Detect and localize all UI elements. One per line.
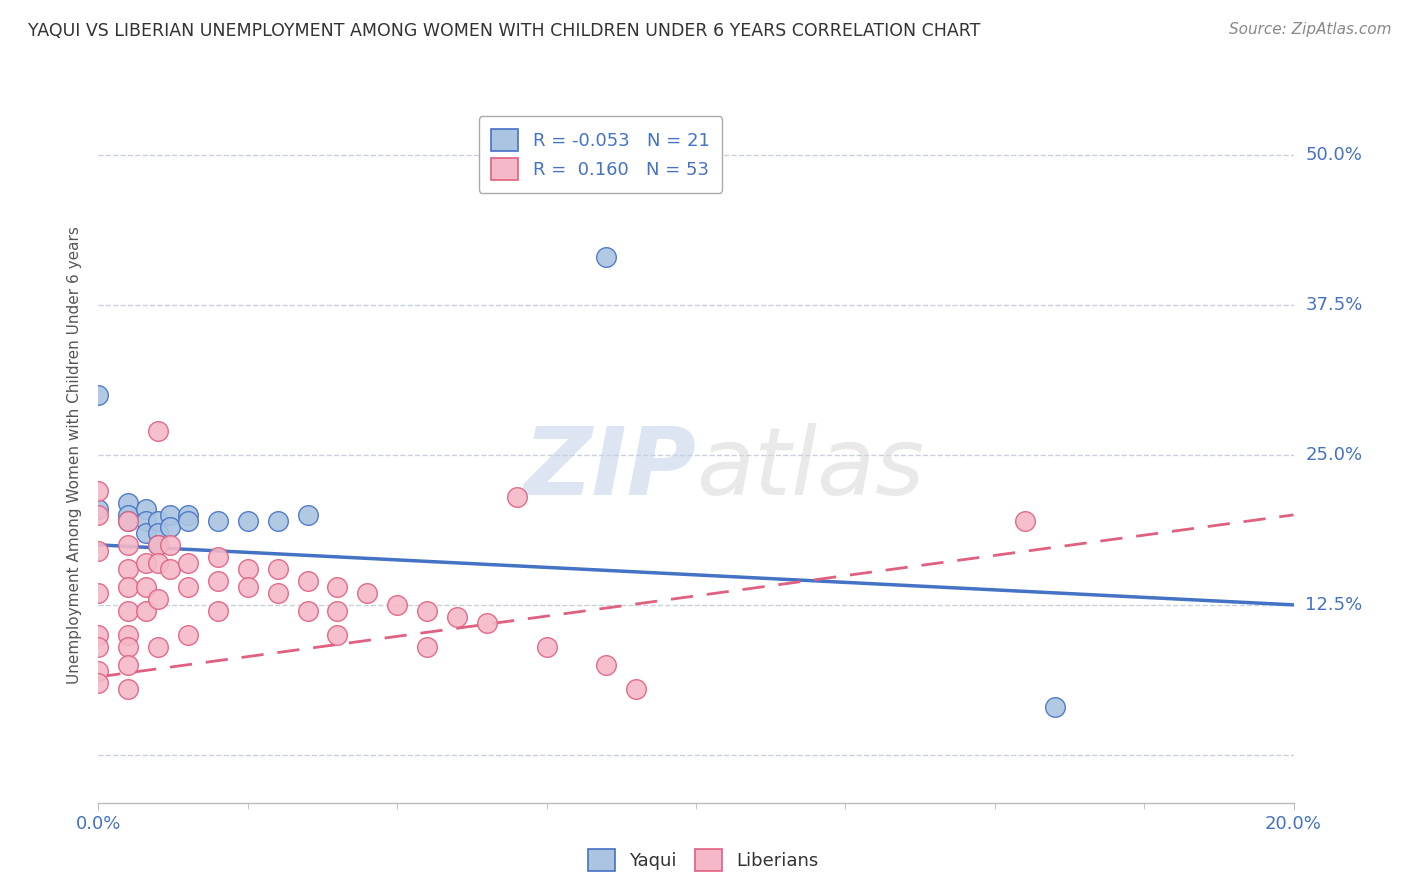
Point xyxy=(159,562,181,576)
Point xyxy=(148,556,170,570)
Point xyxy=(177,556,200,570)
Point xyxy=(326,604,349,618)
Point xyxy=(87,676,110,690)
Point xyxy=(87,628,110,642)
Point xyxy=(87,640,110,654)
Point xyxy=(135,502,157,516)
Point xyxy=(87,544,110,558)
Point xyxy=(416,640,439,654)
Point xyxy=(177,580,200,594)
Point xyxy=(267,562,290,576)
Point xyxy=(159,520,181,534)
Point xyxy=(117,640,139,654)
Point xyxy=(326,580,349,594)
Point xyxy=(385,598,409,612)
Point xyxy=(148,538,170,552)
Text: atlas: atlas xyxy=(696,424,924,515)
Text: 12.5%: 12.5% xyxy=(1305,596,1362,614)
Point xyxy=(177,628,200,642)
Point xyxy=(87,483,110,498)
Point xyxy=(536,640,558,654)
Point xyxy=(148,514,170,528)
Point xyxy=(117,562,139,576)
Text: 37.5%: 37.5% xyxy=(1305,296,1362,314)
Point xyxy=(416,604,439,618)
Point xyxy=(159,538,181,552)
Point xyxy=(159,508,181,522)
Legend: R = -0.053   N = 21, R =  0.160   N = 53: R = -0.053 N = 21, R = 0.160 N = 53 xyxy=(478,116,723,193)
Point xyxy=(1043,699,1066,714)
Text: 50.0%: 50.0% xyxy=(1305,146,1362,164)
Point xyxy=(267,586,290,600)
Point xyxy=(326,628,349,642)
Point xyxy=(236,580,259,594)
Point xyxy=(1014,514,1036,528)
Point xyxy=(87,586,110,600)
Point xyxy=(506,490,529,504)
Point xyxy=(267,514,290,528)
Point xyxy=(135,525,157,540)
Point xyxy=(595,657,617,672)
Point xyxy=(148,424,170,438)
Point xyxy=(135,556,157,570)
Point xyxy=(207,574,229,588)
Point xyxy=(595,250,617,264)
Point xyxy=(87,388,110,402)
Point xyxy=(177,514,200,528)
Point xyxy=(117,628,139,642)
Point xyxy=(117,514,139,528)
Point xyxy=(117,604,139,618)
Point xyxy=(624,681,647,696)
Point xyxy=(148,640,170,654)
Point xyxy=(475,615,498,630)
Point xyxy=(117,580,139,594)
Point xyxy=(87,664,110,678)
Point xyxy=(148,538,170,552)
Point xyxy=(356,586,378,600)
Text: ZIP: ZIP xyxy=(523,423,696,515)
Point xyxy=(117,496,139,510)
Point xyxy=(117,657,139,672)
Point xyxy=(177,508,200,522)
Point xyxy=(297,574,319,588)
Point xyxy=(148,525,170,540)
Point xyxy=(117,681,139,696)
Legend: Yaqui, Liberians: Yaqui, Liberians xyxy=(581,842,825,879)
Point xyxy=(446,610,468,624)
Point xyxy=(297,604,319,618)
Point xyxy=(148,591,170,606)
Point xyxy=(87,508,110,522)
Point xyxy=(117,514,139,528)
Point xyxy=(135,514,157,528)
Point xyxy=(117,538,139,552)
Text: YAQUI VS LIBERIAN UNEMPLOYMENT AMONG WOMEN WITH CHILDREN UNDER 6 YEARS CORRELATI: YAQUI VS LIBERIAN UNEMPLOYMENT AMONG WOM… xyxy=(28,22,980,40)
Point xyxy=(236,562,259,576)
Point xyxy=(207,549,229,564)
Point xyxy=(135,580,157,594)
Point xyxy=(135,604,157,618)
Text: Source: ZipAtlas.com: Source: ZipAtlas.com xyxy=(1229,22,1392,37)
Y-axis label: Unemployment Among Women with Children Under 6 years: Unemployment Among Women with Children U… xyxy=(67,226,83,684)
Point xyxy=(117,508,139,522)
Point xyxy=(87,502,110,516)
Point xyxy=(207,514,229,528)
Point xyxy=(207,604,229,618)
Text: 25.0%: 25.0% xyxy=(1305,446,1362,464)
Point xyxy=(236,514,259,528)
Point xyxy=(297,508,319,522)
